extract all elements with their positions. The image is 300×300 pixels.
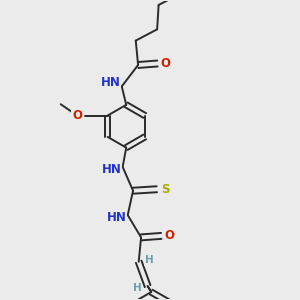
Text: HN: HN — [101, 164, 121, 176]
Text: O: O — [161, 57, 171, 70]
Text: H: H — [133, 283, 142, 292]
Text: HN: HN — [106, 211, 126, 224]
Text: HN: HN — [100, 76, 120, 89]
Text: S: S — [161, 183, 170, 196]
Text: O: O — [72, 109, 82, 122]
Text: H: H — [145, 255, 154, 265]
Text: O: O — [165, 230, 175, 242]
